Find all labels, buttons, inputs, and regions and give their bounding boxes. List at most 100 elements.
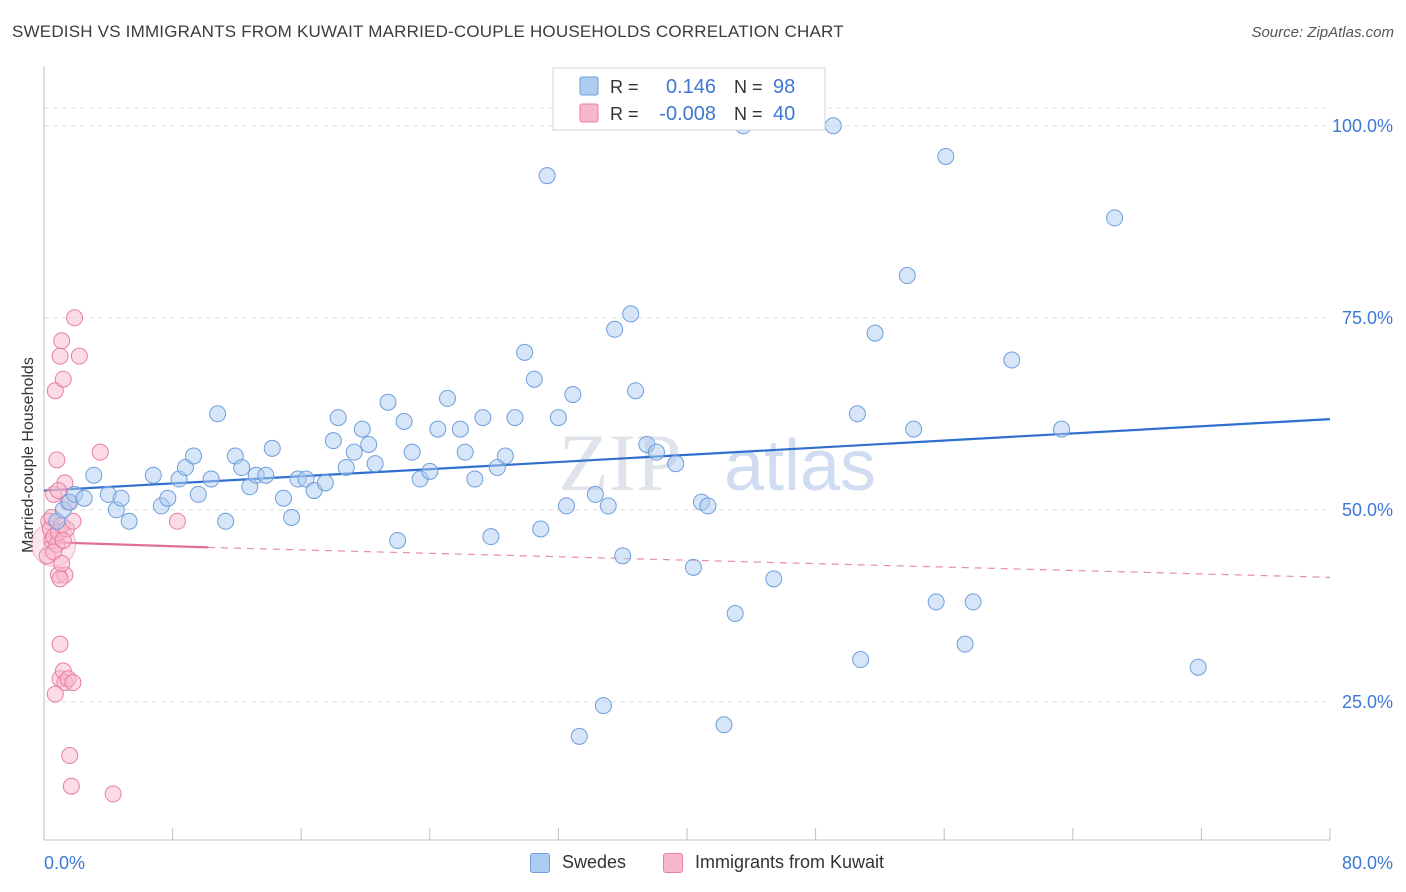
swede-point — [525, 370, 543, 388]
swede-point — [927, 593, 945, 611]
swede-point — [765, 570, 783, 588]
swede-point — [337, 459, 355, 477]
r-label: R = — [610, 104, 639, 124]
swede-point — [538, 167, 556, 185]
swede-point — [257, 466, 275, 484]
kuwait-point — [62, 777, 80, 795]
swede-point — [606, 320, 624, 338]
swede-point — [570, 727, 588, 745]
swede-point — [324, 432, 342, 450]
swede-point — [366, 455, 384, 473]
swede-point — [379, 393, 397, 411]
r-value: -0.008 — [659, 103, 716, 125]
swede-point — [297, 470, 315, 488]
swede-point — [456, 443, 474, 461]
swede-point — [329, 409, 347, 427]
swede-point — [263, 439, 281, 457]
swede-point — [283, 508, 301, 526]
swede-point — [176, 459, 194, 477]
kuwait-point — [51, 570, 69, 588]
n-label: N = — [734, 104, 763, 124]
swede-point — [360, 435, 378, 453]
swede-point — [466, 470, 484, 488]
swede-point — [1003, 351, 1021, 369]
swede-point — [1106, 209, 1124, 227]
watermark-atlas: atlas — [724, 426, 876, 506]
kuwait-point — [61, 747, 79, 765]
swede-point — [614, 547, 632, 565]
swede-point — [275, 489, 293, 507]
chart-title: SWEDISH VS IMMIGRANTS FROM KUWAIT MARRIE… — [12, 22, 844, 41]
swede-point — [438, 389, 456, 407]
swede-point — [189, 485, 207, 503]
swede-point — [120, 512, 138, 530]
swede-point — [184, 447, 202, 465]
legend-item-swedes[interactable]: Swedes — [530, 852, 626, 873]
y-tick-labels: 25.0% 50.0% 75.0% 100.0% — [1332, 116, 1393, 712]
swede-point — [937, 147, 955, 165]
kuwait-point — [54, 531, 72, 549]
swede-point — [421, 462, 439, 480]
swede-point — [403, 443, 421, 461]
y-axis-label: Married-couple Households — [20, 357, 37, 553]
bottom-legend: Swedes Immigrants from Kuwait — [0, 850, 1406, 878]
n-value: 98 — [773, 76, 795, 98]
swede-point — [586, 485, 604, 503]
swede-point — [202, 470, 220, 488]
swede-point — [516, 343, 534, 361]
y-tick-label: 50.0% — [1342, 500, 1393, 520]
stats-legend: R = 0.146 N = 98 R = -0.008 N = 40 — [552, 67, 826, 131]
kuwait-point — [51, 347, 69, 365]
legend-label-swedes: Swedes — [562, 852, 627, 872]
swede-point — [964, 593, 982, 611]
swede-point — [112, 489, 130, 507]
swede-point — [1053, 420, 1071, 438]
source-label: Source: ZipAtlas.com — [1251, 24, 1394, 41]
kuwait-point — [64, 674, 82, 692]
x-tick-labels: 0.0% 80.0% — [44, 853, 1393, 873]
series-kuwait-points — [31, 309, 186, 803]
swede-point — [159, 489, 177, 507]
kuwait-point — [66, 309, 84, 327]
swede-point — [905, 420, 923, 438]
kuwait-point — [54, 370, 72, 388]
swede-point — [627, 382, 645, 400]
axes — [43, 66, 1331, 841]
swede-point — [594, 697, 612, 715]
x-tick-label: 0.0% — [44, 853, 85, 873]
swede-point — [549, 409, 567, 427]
watermark-zip: ZIP — [559, 417, 682, 508]
swede-point — [496, 447, 514, 465]
kuwait-point — [46, 382, 64, 400]
legend-swatch-kuwait — [663, 852, 683, 873]
swede-point — [316, 474, 334, 492]
legend-swatch-swedes — [530, 852, 550, 873]
swede-point — [233, 459, 251, 477]
swede-point — [482, 528, 500, 546]
swede-point — [715, 716, 733, 734]
swede-point — [209, 405, 227, 423]
swede-point — [898, 267, 916, 285]
swede-point — [144, 466, 162, 484]
y-tick-label: 100.0% — [1332, 116, 1393, 136]
r-label: R = — [610, 77, 639, 97]
swede-point — [75, 489, 93, 507]
kuwait-point — [49, 482, 67, 500]
trend-line-kuwait-extension — [207, 546, 1331, 578]
swede-point — [956, 635, 974, 653]
y-tick-label: 25.0% — [1342, 692, 1393, 712]
x-tick-label: 80.0% — [1342, 853, 1393, 873]
swede-point — [345, 443, 363, 461]
legend-swatch-pink — [579, 103, 599, 123]
swede-point — [557, 497, 575, 515]
kuwait-point — [51, 635, 69, 653]
kuwait-point — [53, 555, 71, 573]
swede-point — [667, 455, 685, 473]
swede-point — [684, 558, 702, 576]
kuwait-point — [46, 685, 64, 703]
swede-point — [217, 512, 235, 530]
legend-item-kuwait[interactable]: Immigrants from Kuwait — [663, 852, 884, 873]
swede-point — [488, 459, 506, 477]
swede-point — [389, 531, 407, 549]
